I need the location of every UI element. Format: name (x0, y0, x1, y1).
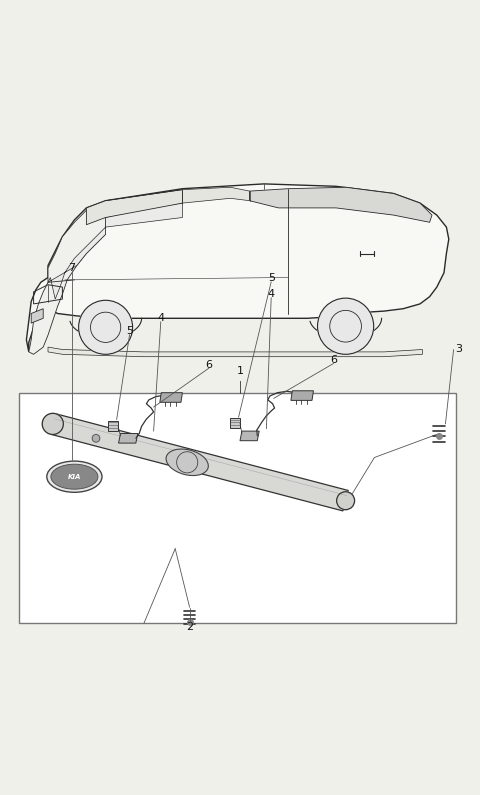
Polygon shape (50, 413, 348, 511)
Circle shape (92, 434, 100, 442)
Text: KIA: KIA (68, 474, 81, 479)
Polygon shape (182, 188, 250, 203)
Circle shape (79, 301, 132, 355)
Polygon shape (48, 347, 422, 357)
Polygon shape (291, 391, 313, 401)
Polygon shape (108, 421, 118, 431)
Text: 5: 5 (268, 273, 275, 284)
Ellipse shape (166, 449, 208, 475)
Ellipse shape (51, 464, 98, 489)
Polygon shape (240, 431, 259, 440)
Polygon shape (26, 184, 449, 352)
Circle shape (336, 492, 355, 510)
Polygon shape (48, 203, 182, 299)
Text: 6: 6 (205, 360, 212, 370)
Ellipse shape (47, 461, 102, 492)
Polygon shape (230, 418, 240, 429)
Text: 1: 1 (237, 366, 243, 376)
Text: 4: 4 (157, 313, 164, 324)
Text: 6: 6 (330, 355, 337, 365)
Text: 4: 4 (268, 289, 275, 299)
Circle shape (318, 298, 373, 355)
Text: 2: 2 (186, 622, 193, 632)
Text: 5: 5 (126, 326, 133, 336)
Polygon shape (160, 393, 182, 402)
Bar (19, 393, 456, 623)
Text: 3: 3 (455, 344, 462, 355)
Polygon shape (31, 308, 43, 323)
Circle shape (42, 413, 63, 434)
Polygon shape (250, 188, 432, 223)
Polygon shape (119, 433, 138, 443)
Polygon shape (86, 190, 182, 225)
Text: 7: 7 (69, 263, 75, 273)
Polygon shape (29, 211, 106, 355)
